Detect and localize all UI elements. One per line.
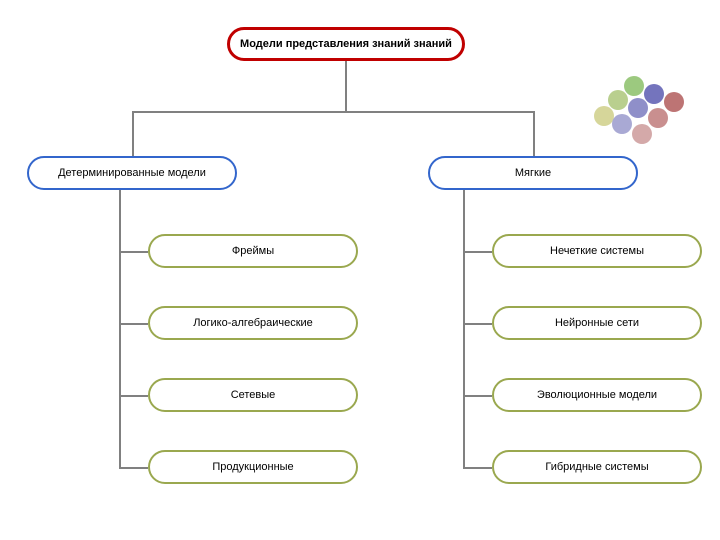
node-right-label: Мягкие — [515, 167, 551, 179]
connector-line — [463, 190, 465, 467]
connector-line — [345, 61, 347, 111]
connector-line — [463, 251, 492, 253]
node-r1: Нечеткие системы — [492, 234, 702, 268]
node-l3: Сетевые — [148, 378, 358, 412]
dot-icon — [664, 92, 684, 112]
dot-icon — [624, 76, 644, 96]
node-l3-label: Сетевые — [231, 389, 276, 401]
connector-line — [119, 190, 121, 467]
node-l4-label: Продукционные — [212, 461, 293, 473]
node-l2-label: Логико-алгебраические — [193, 317, 313, 329]
node-r4: Гибридные системы — [492, 450, 702, 484]
connector-line — [132, 111, 134, 156]
connector-line — [533, 111, 535, 156]
connector-line — [463, 395, 492, 397]
node-right: Мягкие — [428, 156, 638, 190]
dot-icon — [608, 90, 628, 110]
node-root: Модели представления знаний знаний — [227, 27, 465, 61]
dot-icon — [612, 114, 632, 134]
connector-line — [119, 323, 148, 325]
node-l1: Фреймы — [148, 234, 358, 268]
connector-line — [119, 467, 148, 469]
node-l1-label: Фреймы — [232, 245, 274, 257]
connector-line — [132, 111, 535, 113]
dot-icon — [594, 106, 614, 126]
node-l4: Продукционные — [148, 450, 358, 484]
dot-icon — [632, 124, 652, 144]
node-r1-label: Нечеткие системы — [550, 245, 644, 257]
node-l2: Логико-алгебраические — [148, 306, 358, 340]
dot-icon — [628, 98, 648, 118]
dot-icon — [648, 108, 668, 128]
connector-line — [463, 323, 492, 325]
connector-line — [119, 251, 148, 253]
node-r3-label: Эволюционные модели — [537, 389, 657, 401]
node-root-label: Модели представления знаний знаний — [240, 38, 452, 50]
node-r4-label: Гибридные системы — [545, 461, 648, 473]
connector-line — [463, 467, 492, 469]
dot-icon — [644, 84, 664, 104]
node-r2: Нейронные сети — [492, 306, 702, 340]
node-r2-label: Нейронные сети — [555, 317, 639, 329]
connector-line — [119, 395, 148, 397]
node-left-label: Детерминированные модели — [58, 167, 206, 179]
node-r3: Эволюционные модели — [492, 378, 702, 412]
node-left: Детерминированные модели — [27, 156, 237, 190]
